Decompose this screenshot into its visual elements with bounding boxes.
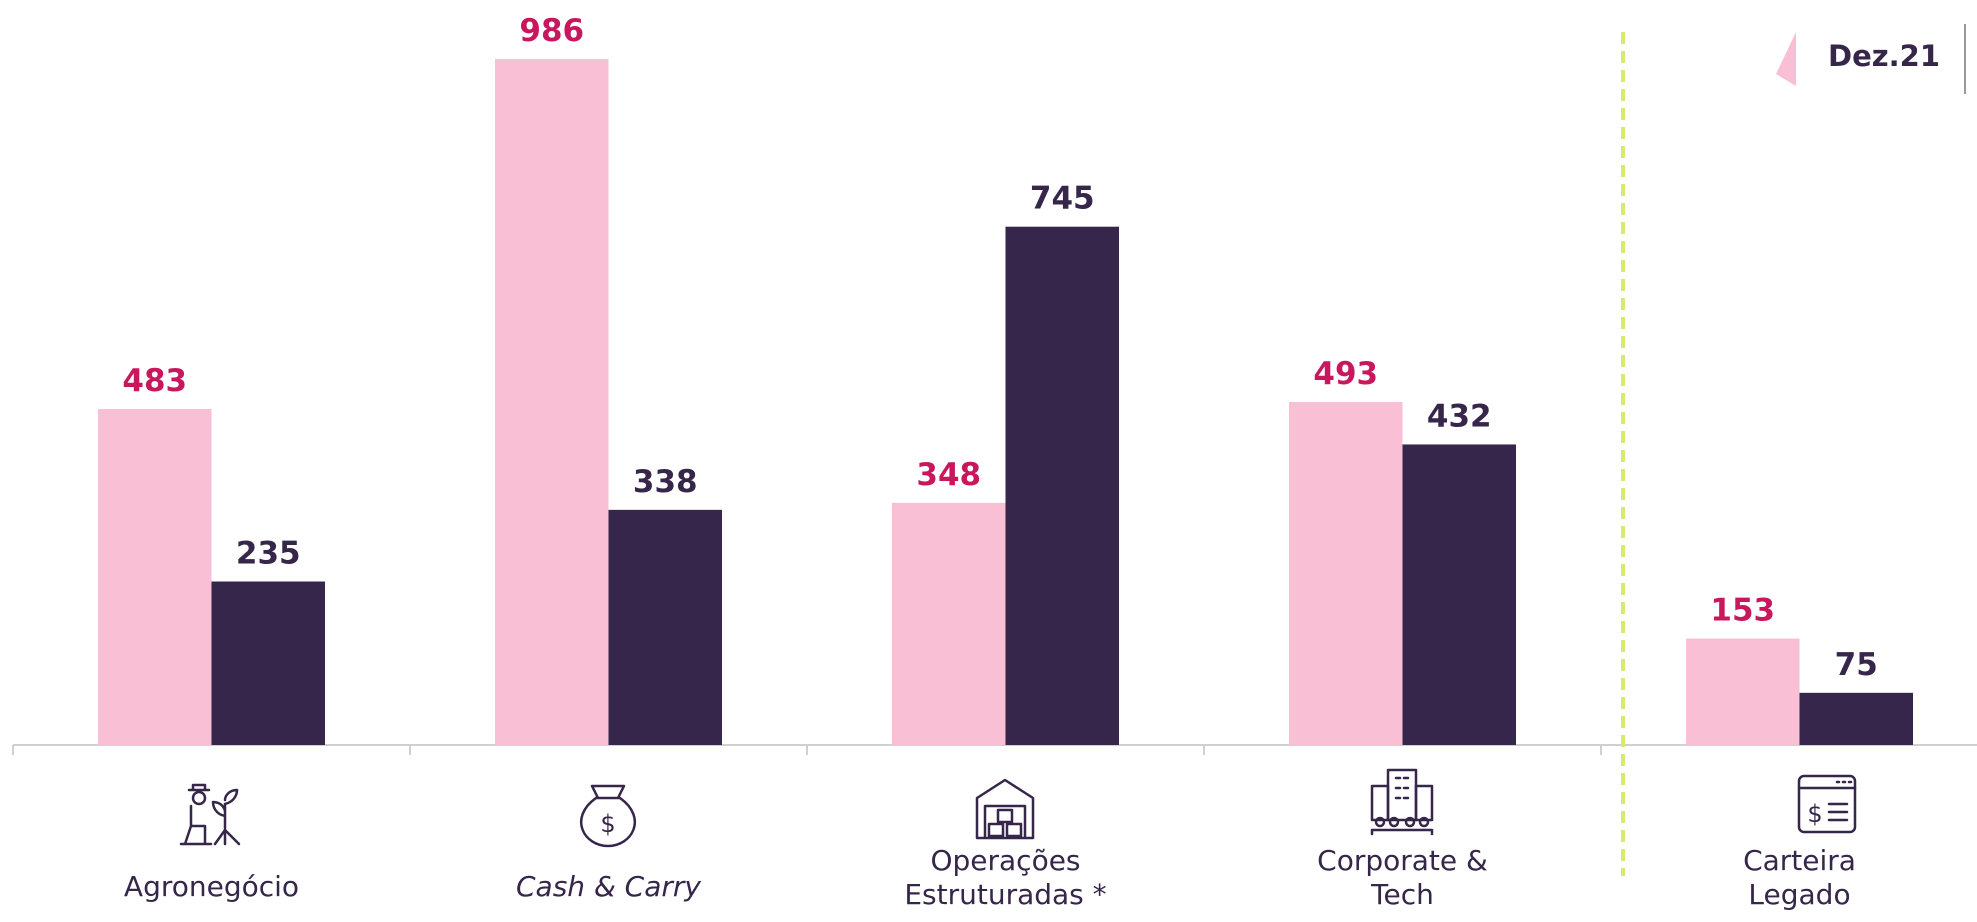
value-label: 348 [916,457,981,493]
bar [1686,638,1800,745]
value-label: 483 [122,363,187,399]
x-tick-label: Corporate & Tech [1317,844,1488,911]
bar [1289,402,1403,745]
value-label: 432 [1427,398,1492,434]
icon [1370,768,1434,836]
value-label: 493 [1313,356,1378,392]
bar [892,502,1006,745]
bar [211,581,325,745]
x-tick-label: Cash & Carry [516,870,701,903]
bar [1402,444,1516,745]
value-label: 235 [236,536,301,572]
value-label: 338 [633,464,698,500]
bar [1005,226,1119,746]
svg-text:$: $ [1807,800,1822,828]
legend-label: Dez.21 [1828,39,1940,73]
bar [1799,692,1913,745]
icon [975,778,1035,840]
value-label: 745 [1030,181,1095,217]
value-label: 75 [1835,647,1878,683]
value-label: 153 [1710,593,1775,629]
bar [608,509,722,745]
svg-text:$: $ [600,810,615,838]
x-tick-label: Carteira Legado [1743,844,1856,911]
x-tick-label: Operações Estruturadas * [904,844,1106,911]
value-label: 986 [519,13,584,49]
icon [179,783,241,846]
icon: $ [1797,774,1857,834]
x-tick-label: Agronegócio [124,870,299,903]
bar [98,408,212,745]
bar [495,59,609,746]
icon: $ [579,784,637,848]
legend-marker [1776,32,1796,86]
